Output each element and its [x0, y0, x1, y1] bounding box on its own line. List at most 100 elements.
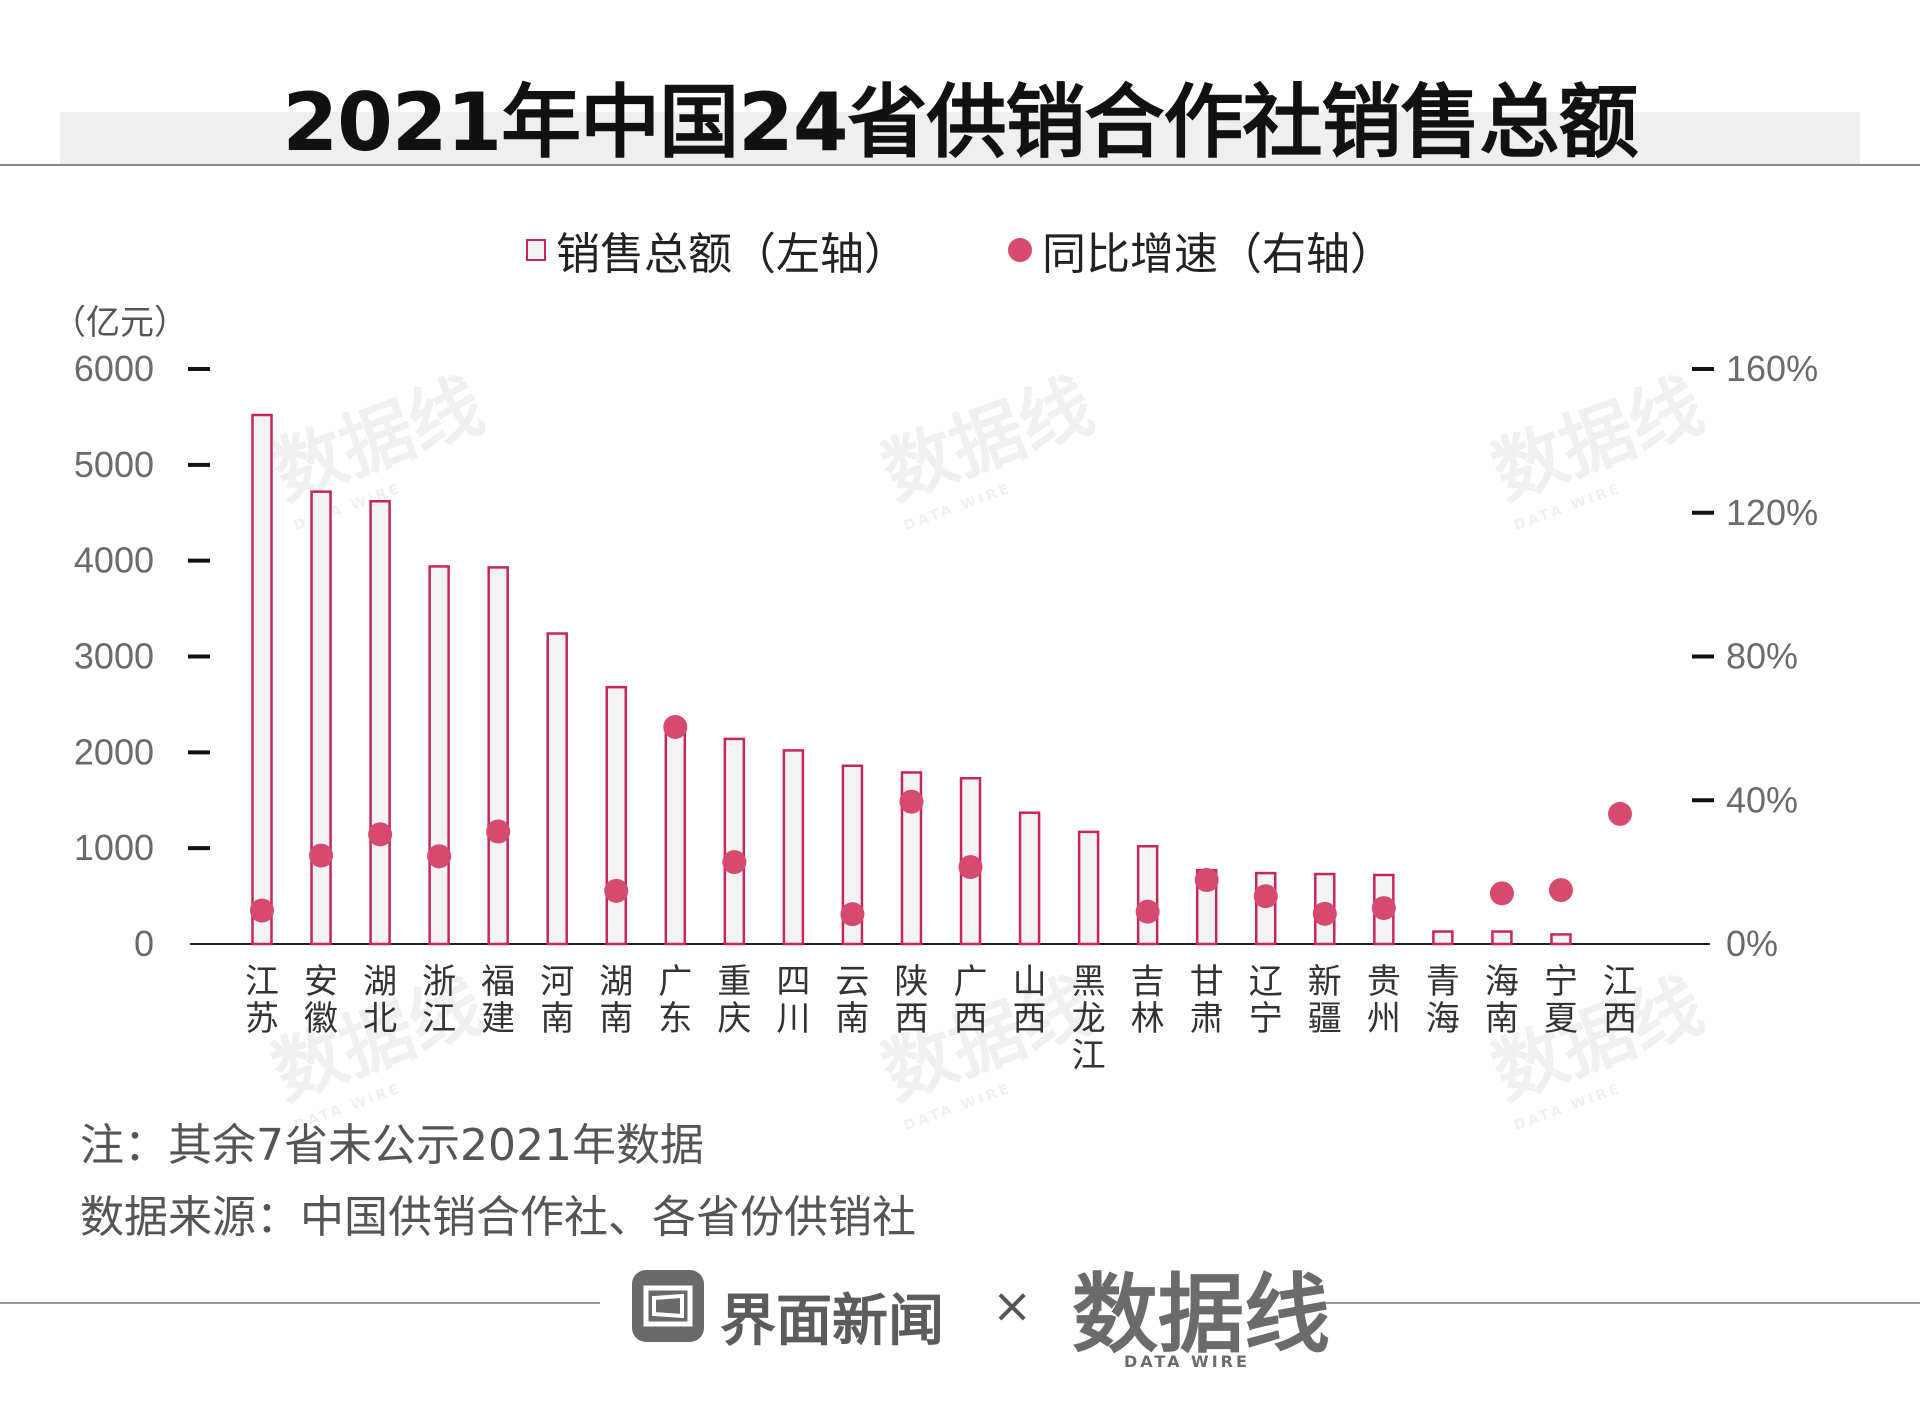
category-label: 海: [1485, 962, 1519, 1002]
category-label: 黑: [1072, 962, 1106, 1002]
category-label: 南: [599, 999, 633, 1039]
category-label: 南: [1485, 999, 1519, 1039]
category-label: 夏: [1544, 999, 1578, 1039]
growth-dot-海南: [1489, 881, 1514, 906]
left-axis-tick-label: 0: [134, 923, 154, 964]
category-label: 江: [422, 999, 456, 1039]
growth-dot-福建: [486, 819, 511, 844]
category-label: 疆: [1308, 999, 1342, 1039]
datawire-logo: 数据线: [1072, 1264, 1330, 1365]
bar-四川: [782, 749, 805, 946]
bar-云南: [841, 764, 864, 946]
bar-安徽: [310, 490, 332, 946]
category-label: 陕: [894, 962, 928, 1002]
category-label: 川: [776, 999, 810, 1039]
category-label: 西: [1603, 999, 1637, 1039]
right-axis-tick-label: 0%: [1726, 923, 1778, 964]
growth-dot-江苏: [250, 898, 274, 923]
left-axis-tick-label: 1000: [74, 827, 154, 868]
left-axis-tick-label: 6000: [74, 348, 154, 389]
right-axis-tick-label: 80%: [1726, 636, 1798, 677]
left-axis-tick-label: 4000: [74, 540, 154, 581]
category-label: 福: [481, 962, 515, 1002]
page-title: 2021年中国24省供销合作社销售总额: [282, 76, 1639, 169]
growth-dot-宁夏: [1548, 878, 1573, 903]
bar-陕西: [900, 771, 923, 946]
growth-dot-陕西: [899, 789, 924, 814]
bar-重庆: [723, 737, 746, 946]
category-label: 辽: [1249, 962, 1283, 1002]
bar-湖北: [369, 500, 391, 946]
title-divider: [0, 164, 1920, 166]
category-label: 庆: [717, 999, 751, 1039]
category-label: 河: [540, 962, 574, 1002]
category-label: 东: [658, 999, 692, 1039]
category-label: 肃: [1190, 999, 1224, 1039]
cross-mark: ×: [992, 1278, 1033, 1334]
notes: 注：其余7省未公示2021年数据 数据来源：中国供销合作社、各省份供销社: [80, 1110, 916, 1254]
left-axis-tick-label: 2000: [74, 731, 154, 772]
category-label: 龙: [1072, 999, 1106, 1039]
left-axis-tick-label: 5000: [74, 444, 154, 485]
category-label: 西: [1013, 999, 1047, 1039]
legend-item-growth: 同比增速（右轴）: [1008, 218, 1394, 282]
category-label: 州: [1367, 999, 1401, 1039]
category-label: 建: [481, 999, 515, 1039]
growth-dot-重庆: [722, 850, 747, 875]
category-label: 北: [363, 999, 397, 1039]
bar-浙江: [428, 565, 450, 946]
dot-swatch-icon: [1008, 238, 1032, 262]
bar-swatch-icon: [526, 239, 546, 261]
category-label: 广: [658, 962, 692, 1002]
left-axis-tick-label: 3000: [74, 636, 154, 677]
jiemian-logo-icon: [632, 1270, 704, 1342]
bar-河南: [546, 632, 568, 946]
category-label: 南: [540, 999, 574, 1039]
growth-dot-广西: [958, 855, 983, 880]
bar-黑龙江: [1077, 830, 1100, 946]
growth-dot-浙江: [427, 844, 452, 869]
category-label: 江: [1603, 962, 1637, 1002]
category-label: 山: [1013, 962, 1047, 1002]
bar-海南: [1491, 930, 1513, 946]
right-axis-tick-label: 40%: [1726, 779, 1798, 820]
footer: 界面新闻 × 数据线 DATA WIRE: [0, 1240, 1920, 1380]
datawire-sub: DATA WIRE: [1124, 1352, 1250, 1371]
legend-item-sales: 销售总额（左轴）: [526, 218, 908, 282]
growth-dot-广东: [663, 714, 688, 739]
category-label: 西: [954, 999, 988, 1039]
category-label: 南: [835, 999, 869, 1039]
growth-dot-湖北: [368, 822, 393, 847]
growth-dot-吉林: [1135, 899, 1160, 924]
sales-growth-chart: 0 1000 2000 3000 4000 5000 6000 0% 40% 80% 120% 160…: [52, 303, 1818, 1076]
legend: 销售总额（左轴） 同比增速（右轴）: [0, 222, 1920, 280]
category-label: 新: [1308, 962, 1342, 1002]
category-label: 甘: [1190, 962, 1224, 1002]
category-label: 安: [304, 962, 338, 1002]
category-label: 江: [245, 962, 279, 1002]
bar-福建: [487, 566, 509, 946]
category-label: 林: [1131, 999, 1165, 1039]
growth-dot-新疆: [1312, 901, 1337, 926]
bar-广东: [664, 730, 687, 946]
footer-divider-right: [1320, 1302, 1920, 1304]
bar-湖南: [605, 685, 628, 946]
bar-吉林: [1136, 845, 1159, 946]
category-label: 宁: [1249, 999, 1283, 1039]
footer-divider-left: [0, 1302, 600, 1304]
bar-江苏: [251, 413, 273, 946]
category-label: 广: [954, 962, 988, 1002]
category-label: 海: [1426, 999, 1460, 1039]
right-axis-tick-label: 160%: [1726, 348, 1818, 389]
jiemian-brand: 界面新闻: [720, 1289, 944, 1354]
growth-dot-湖南: [604, 878, 629, 903]
bar-辽宁: [1254, 871, 1277, 946]
category-label: 吉: [1131, 962, 1165, 1002]
category-label: 江: [1072, 1036, 1106, 1076]
right-axis-tick-label: 120%: [1726, 492, 1818, 533]
legend-label-sales: 销售总额（左轴）: [556, 229, 908, 280]
growth-dot-安徽: [309, 843, 334, 868]
category-label: 湖: [363, 962, 397, 1002]
growth-dot-辽宁: [1253, 884, 1278, 909]
category-label: 四: [776, 962, 810, 1002]
